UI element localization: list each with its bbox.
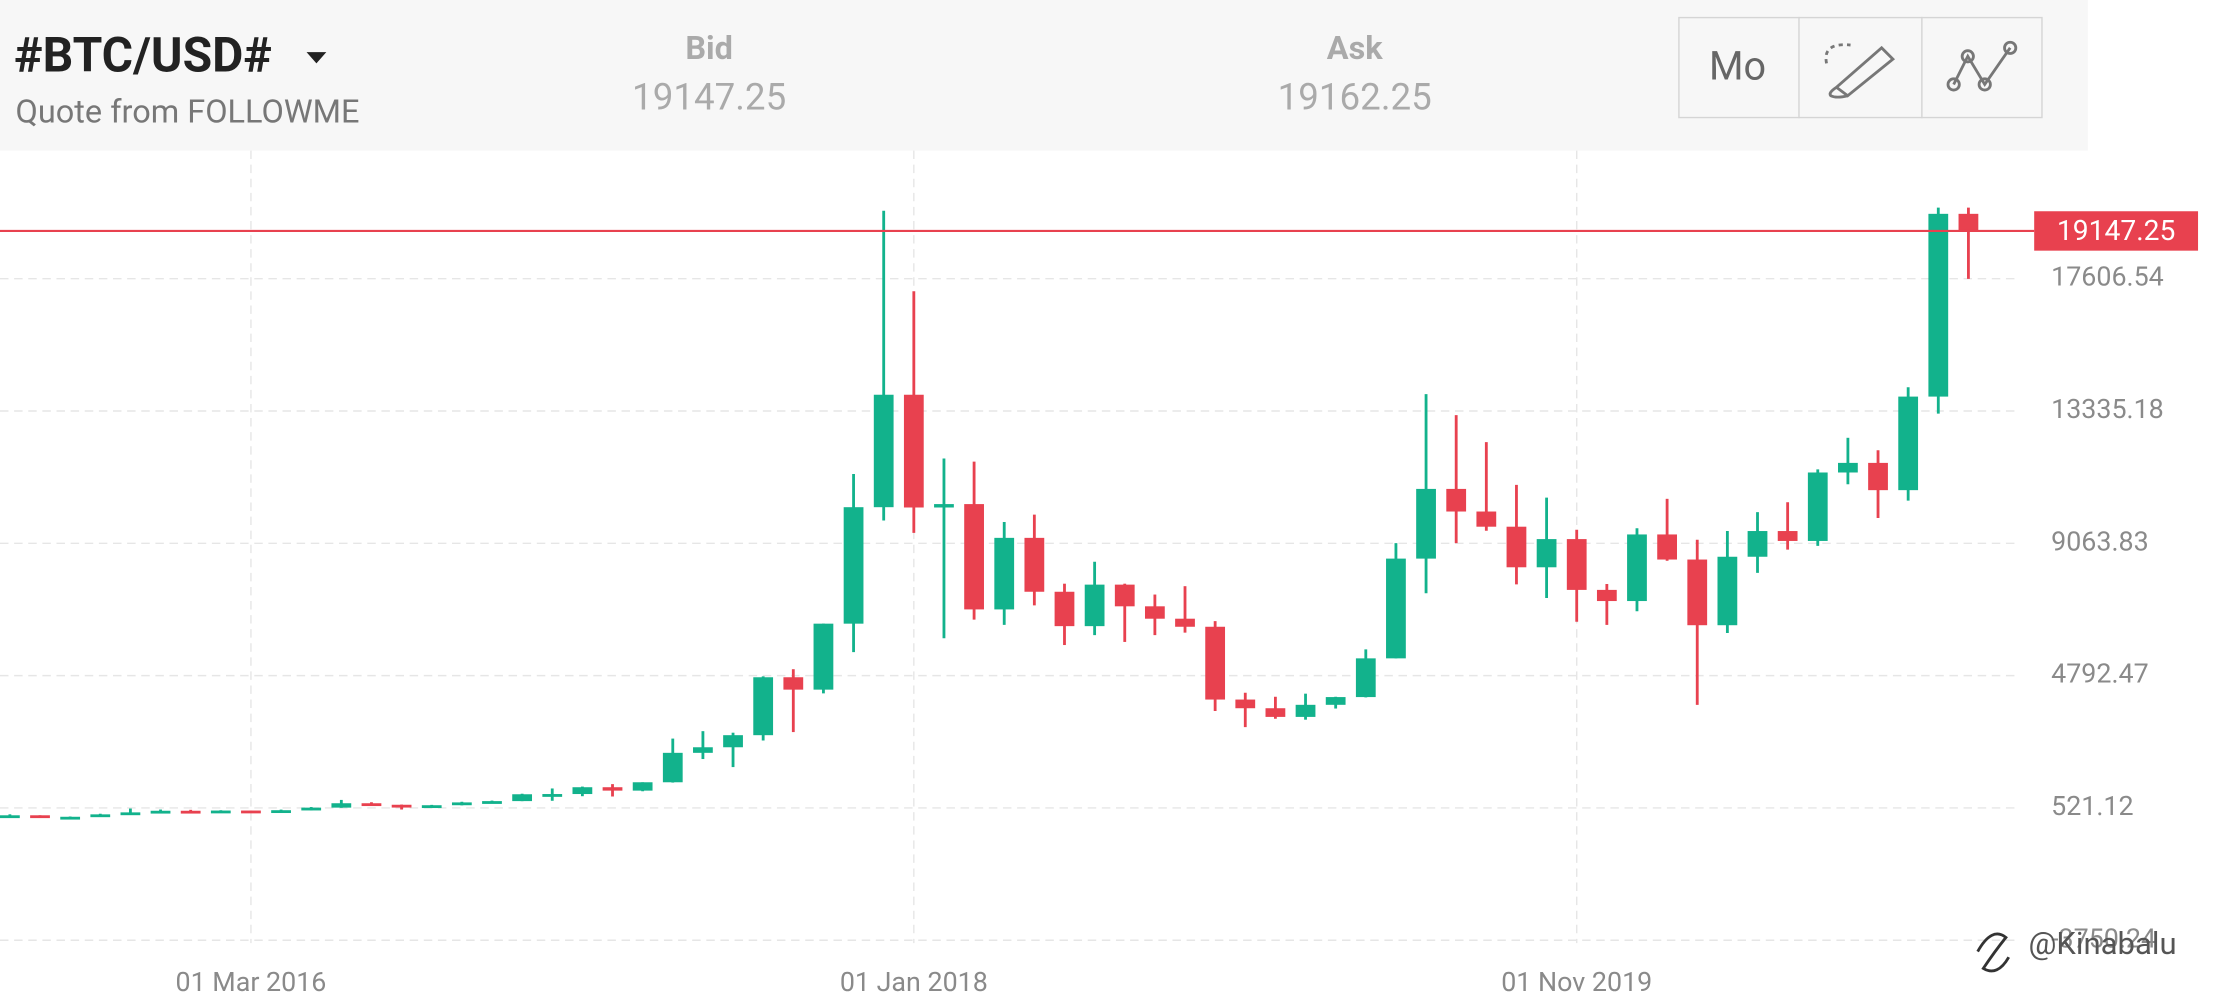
candle-body xyxy=(120,812,141,816)
candle-body xyxy=(1325,697,1346,705)
candle-body xyxy=(1114,584,1135,607)
candle-body xyxy=(512,794,533,802)
candle-body xyxy=(1386,558,1406,659)
candle-body xyxy=(903,394,924,508)
candle-body xyxy=(1084,584,1105,627)
candle-body xyxy=(1657,534,1678,560)
price-label-bg xyxy=(2034,211,2199,251)
candle-body xyxy=(1265,708,1286,717)
candle-body xyxy=(1807,472,1828,541)
candle-body xyxy=(391,804,412,808)
ask-value: 19162.25 xyxy=(1278,76,1432,119)
y-tick-label: -3750.24 xyxy=(2051,922,2156,954)
candle-body xyxy=(1476,511,1497,527)
y-tick-label: 521.12 xyxy=(2051,790,2133,822)
candle-body xyxy=(1958,213,1979,231)
candle-body xyxy=(1898,396,1919,491)
candle-body xyxy=(662,752,683,783)
candle-body xyxy=(1596,589,1617,602)
candle-body xyxy=(572,787,593,795)
candle-body xyxy=(1717,556,1738,626)
candle-body xyxy=(210,810,231,814)
candle-body xyxy=(1838,462,1858,473)
y-tick-label: 9063.83 xyxy=(2051,525,2149,557)
candle-body xyxy=(482,801,502,804)
candle-body xyxy=(693,747,713,753)
candle-body xyxy=(873,394,894,508)
candle-body xyxy=(0,815,20,819)
candle-body xyxy=(813,623,834,690)
candle-body xyxy=(271,810,291,814)
quote-source: Quote from FOLLOWME xyxy=(16,93,360,131)
candle-body xyxy=(1687,559,1708,626)
x-tick-label: 01 Mar 2016 xyxy=(175,966,326,998)
y-tick-label: 4792.47 xyxy=(2051,658,2149,690)
candle-body xyxy=(1295,704,1316,717)
indicator-button[interactable] xyxy=(1946,40,2018,92)
candle-body xyxy=(1054,591,1075,627)
bid-value: 19147.25 xyxy=(632,76,786,119)
watermark-logo xyxy=(1976,932,2010,973)
candle-body xyxy=(331,803,352,808)
candle-body xyxy=(30,815,50,819)
candle-body xyxy=(301,807,322,811)
candle-body xyxy=(451,802,472,806)
candle-body xyxy=(843,507,864,624)
candle-body xyxy=(1175,618,1195,627)
candle-body xyxy=(1416,488,1436,559)
candle-body xyxy=(241,810,261,814)
candle-body xyxy=(1144,606,1165,619)
y-tick-label: 17606.54 xyxy=(2051,261,2164,293)
watermark: @Kinabalu xyxy=(2029,925,2177,962)
price-label: 19147.25 xyxy=(2057,214,2176,247)
y-tick-label: 13335.18 xyxy=(2051,393,2164,425)
candle-body xyxy=(1928,213,1949,397)
candle-body xyxy=(60,816,81,820)
candle-body xyxy=(1868,462,1888,491)
candle-body xyxy=(1566,539,1587,590)
ask-label: Ask xyxy=(1327,29,1384,67)
candle-body xyxy=(1024,537,1045,592)
candle-body xyxy=(783,677,804,690)
candle-body xyxy=(1536,539,1557,568)
candle-body xyxy=(934,504,954,508)
candle-body xyxy=(1506,526,1527,568)
plot: -3750.24 521.12 4792.47 9063.83 13335.18 1760… xyxy=(0,150,2199,998)
candle-body xyxy=(1355,658,1376,698)
candle-body xyxy=(1627,534,1647,602)
x-tick-label: 01 Nov 2019 xyxy=(1501,966,1652,998)
candle-body xyxy=(753,677,774,736)
candle-body xyxy=(150,810,171,814)
bid-label: Bid xyxy=(685,29,733,67)
candle-body xyxy=(994,537,1015,610)
candle-body xyxy=(964,504,984,610)
candle-body xyxy=(1777,531,1798,541)
candle-body xyxy=(361,803,382,807)
candle-body xyxy=(180,810,201,814)
candle-body xyxy=(1235,699,1256,709)
candle-body xyxy=(421,805,442,809)
draw-button[interactable] xyxy=(1824,43,1896,99)
candle-body xyxy=(602,787,623,791)
candle-body xyxy=(632,782,653,791)
x-tick-label: 01 Jan 2018 xyxy=(840,966,988,998)
candle-body xyxy=(90,814,111,818)
symbol-title[interactable]: #BTC/USD# xyxy=(14,28,272,84)
candle-body xyxy=(1205,626,1226,700)
candle-body xyxy=(542,794,563,797)
timeframe-button[interactable]: Mo xyxy=(1709,42,1766,89)
symbol-dropdown[interactable] xyxy=(306,52,327,64)
candle-body xyxy=(1747,531,1768,557)
candle-body xyxy=(723,735,743,748)
candle-body xyxy=(1446,488,1467,512)
